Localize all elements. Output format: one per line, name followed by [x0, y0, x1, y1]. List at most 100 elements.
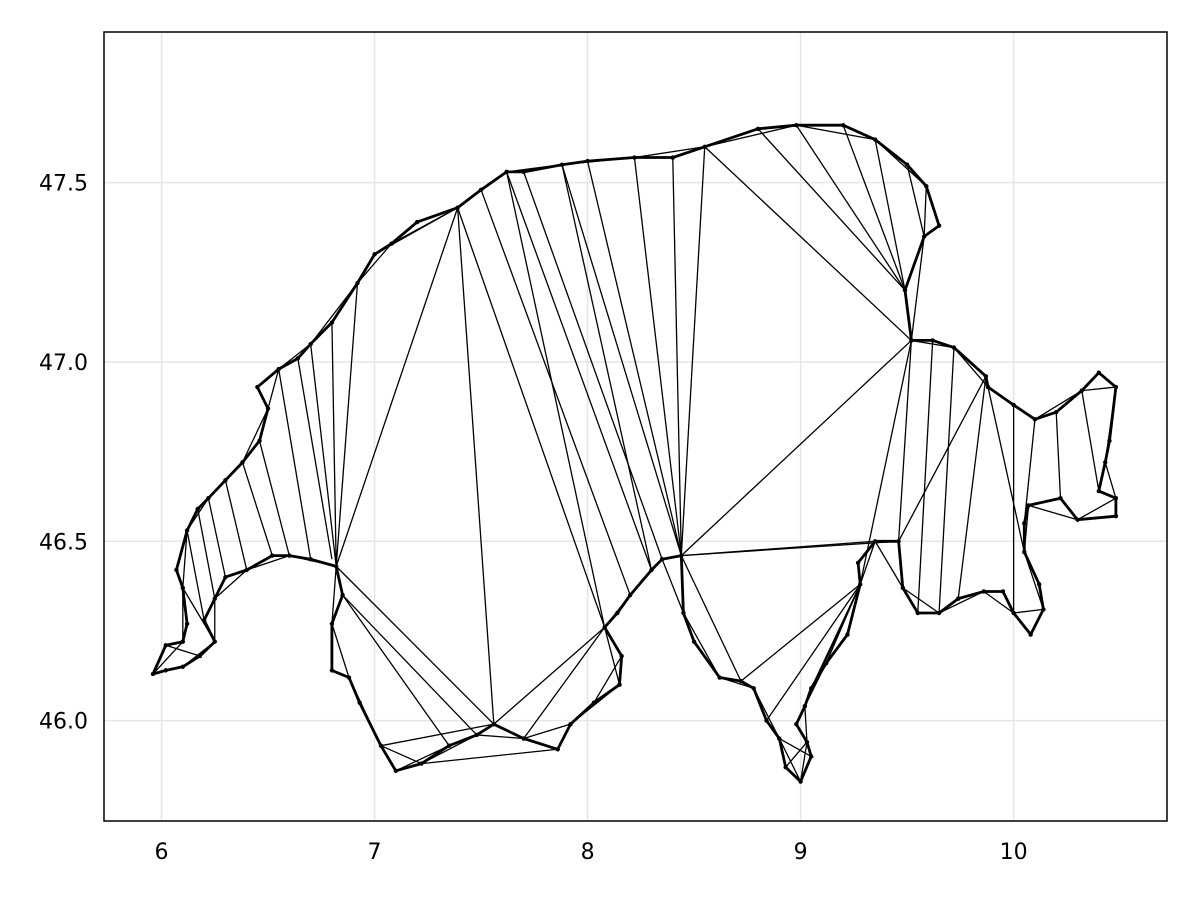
boundary-vertex	[858, 582, 863, 587]
triangulation-edge	[224, 480, 248, 571]
boundary-vertex	[393, 768, 399, 773]
boundary-vertex	[921, 234, 927, 239]
triangulation-edge	[906, 164, 925, 237]
triangulation-edge	[523, 723, 571, 740]
boundary-vertex	[649, 567, 654, 573]
boundary-vertex	[956, 596, 961, 601]
triangulation-edge	[740, 583, 861, 682]
triangulation-edge	[258, 440, 290, 556]
boundary-vertex	[340, 592, 345, 598]
triangulation-edge	[297, 358, 333, 560]
boundary-vertex	[276, 366, 281, 372]
boundary-vertex	[389, 241, 394, 246]
boundary-vertex	[855, 560, 861, 565]
boundary-outline	[151, 123, 1118, 783]
boundary-vertex	[1054, 409, 1059, 415]
boundary-vertex	[845, 632, 850, 637]
boundary-vertex	[670, 155, 675, 160]
triangulation-edge	[902, 587, 940, 614]
triangulation-edge	[457, 207, 606, 628]
triangulation-edge	[910, 236, 925, 341]
boundary-vertex	[212, 596, 217, 601]
boundary-vertex	[308, 341, 313, 347]
boundary-vertex	[206, 496, 211, 501]
triangulation-edge	[593, 655, 623, 703]
triangulation-edge	[795, 124, 906, 291]
boundary-vertex	[751, 686, 756, 691]
triangulation-edge	[757, 128, 906, 291]
triangulation-edge	[1023, 419, 1036, 524]
boundary-vertex	[419, 761, 424, 766]
boundary-vertex	[1022, 521, 1027, 526]
triangulation-edge	[561, 164, 682, 556]
triangulation-edge	[603, 627, 621, 685]
triangulation-edge	[983, 590, 1015, 614]
boundary-vertex	[355, 280, 360, 286]
y-tick-label: 47.5	[39, 172, 88, 197]
boundary-vertex	[212, 639, 217, 644]
boundary-vertex	[295, 356, 301, 361]
boundary-vertex	[585, 158, 590, 164]
boundary-vertex	[902, 288, 908, 293]
triangulation-edge	[561, 164, 653, 571]
boundary-vertex	[559, 162, 565, 167]
triangulation-edge	[342, 594, 478, 736]
triangulation-edge	[785, 741, 808, 768]
boundary-vertex	[602, 625, 607, 630]
boundary-vertex	[357, 700, 362, 705]
triangulation-edge	[633, 157, 682, 556]
triangulation-edge	[493, 626, 606, 725]
boundary-vertex	[900, 585, 906, 591]
triangulation-edge	[680, 555, 742, 682]
boundary-vertex	[783, 765, 788, 770]
boundary-vertex	[372, 252, 377, 257]
boundary-vertex	[985, 384, 991, 390]
boundary-vertex	[679, 553, 684, 558]
boundary-vertex	[659, 556, 665, 562]
boundary-vertex	[841, 123, 846, 128]
x-tick-label: 6	[155, 840, 169, 865]
boundary-vertex	[1036, 582, 1042, 587]
triangulation-edge	[765, 583, 861, 721]
y-tick-label: 46.5	[39, 530, 88, 555]
plot-area	[150, 123, 1119, 784]
boundary-vertex	[591, 700, 597, 705]
boundary-vertex	[1107, 438, 1112, 444]
triangulation-edge	[456, 207, 495, 725]
triangulation-edge	[938, 347, 955, 614]
triangulation-edge	[804, 706, 808, 743]
boundary-vertex	[1113, 384, 1119, 390]
boundary-vertex	[1096, 488, 1102, 494]
triangulation-edge	[778, 737, 812, 758]
boundary-vertex	[223, 478, 228, 483]
y-tick-label: 46.0	[39, 710, 88, 735]
boundary-vertex	[1022, 549, 1027, 555]
boundary-vertex	[936, 223, 942, 228]
x-axis-ticks: 6 7 8 9 10	[155, 840, 1028, 865]
boundary-vertex	[691, 639, 697, 644]
triangulation-edge	[421, 748, 558, 765]
triangulation-edge	[267, 368, 280, 409]
triangulation-edge	[186, 530, 205, 621]
triangulation-edge	[957, 376, 987, 599]
triangulation-edge	[1081, 390, 1100, 492]
boundary-vertex	[521, 736, 526, 741]
triangulation-edge	[152, 641, 184, 675]
boundary-vertex	[1075, 517, 1080, 522]
triangulation-edge	[505, 171, 606, 628]
boundary-vertex	[504, 169, 509, 175]
boundary-vertex	[1113, 513, 1119, 519]
boundary-vertex	[809, 686, 814, 691]
boundary-vertex	[872, 539, 878, 544]
boundary-vertex	[981, 589, 986, 594]
boundary-vertex	[930, 338, 935, 343]
triangulation-edge	[278, 369, 312, 560]
boundary-vertex	[755, 126, 761, 132]
triangulation-edge	[335, 565, 495, 725]
boundary-vertex	[163, 643, 168, 648]
triangulation-edge	[874, 139, 906, 291]
boundary-vertex	[308, 556, 313, 562]
triangulation-edge	[165, 644, 201, 657]
triangulation-edge	[859, 541, 876, 585]
boundary-vertex	[491, 721, 497, 727]
